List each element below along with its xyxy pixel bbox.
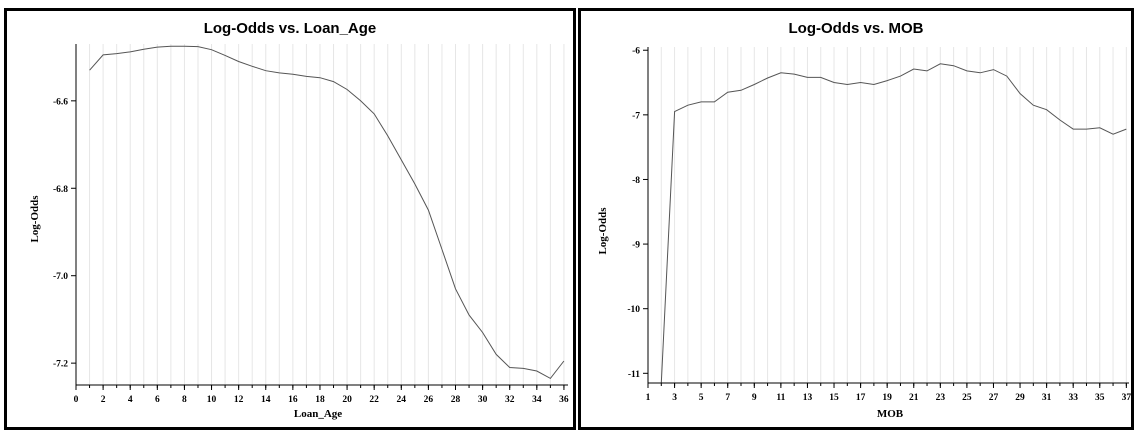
x-tick-label: 29 <box>1015 393 1025 403</box>
x-tick-label: 15 <box>829 393 839 403</box>
x-tick-label: 30 <box>478 395 488 405</box>
chart-mob: Log-Odds vs. MOB 1 3 5 7 9 11 13 15 17 19 21 23 25 27… <box>597 20 1132 420</box>
x-tick-label: 23 <box>936 393 946 403</box>
x-tick-label: 36 <box>559 395 569 405</box>
x-tick-label: 16 <box>288 395 298 405</box>
x-tick-label: 0 <box>74 395 79 405</box>
x-tick-label: 26 <box>424 395 434 405</box>
x-tick-label: 20 <box>342 395 352 405</box>
chart-panel-loan-age: Log-Odds vs. Loan_Age 0 2 4 6 8 10 12 14 16 18 20 2… <box>4 8 576 430</box>
x-tick-label: 14 <box>261 395 271 405</box>
x-tick-label: 12 <box>234 395 244 405</box>
x-axis-label: Loan_Age <box>294 408 342 420</box>
x-tick-label: 33 <box>1068 393 1078 403</box>
x-tick-label: 4 <box>128 395 133 405</box>
x-tick-label: 25 <box>962 393 972 403</box>
series-line <box>660 63 1127 384</box>
x-tick-label: 31 <box>1042 393 1052 403</box>
chart-title: Log-Odds vs. MOB <box>789 20 924 37</box>
y-tick-label: -9 <box>632 241 640 251</box>
x-tick-label: 18 <box>315 395 325 405</box>
chart-title: Log-Odds vs. Loan_Age <box>204 20 377 37</box>
x-tick-label: 35 <box>1095 393 1105 403</box>
x-tick-label: 7 <box>725 393 730 403</box>
x-tick-label: 9 <box>752 393 757 403</box>
x-tick-label: 5 <box>699 393 704 403</box>
y-tick-label: -6.8 <box>53 185 68 195</box>
x-tick-label: 24 <box>397 395 407 405</box>
x-tick-label: 19 <box>882 393 892 403</box>
x-tick-label: 2 <box>101 395 106 405</box>
x-axis-label: MOB <box>877 408 904 420</box>
x-tick-label: 1 <box>646 393 651 403</box>
x-tick-label: 34 <box>532 395 542 405</box>
x-tick-label: 28 <box>451 395 461 405</box>
y-tick-label: -8 <box>632 176 640 186</box>
y-tick-label: -10 <box>627 305 640 315</box>
x-tick-label: 8 <box>182 395 187 405</box>
x-tick-label: 17 <box>856 393 866 403</box>
x-tick-label: 3 <box>672 393 677 403</box>
x-tick-label: 10 <box>207 395 217 405</box>
x-tick-label: 11 <box>776 393 785 403</box>
x-tick-label: 6 <box>155 395 160 405</box>
x-tick-label: 27 <box>989 393 999 403</box>
y-tick-label: -7.0 <box>53 272 68 282</box>
x-tick-label: 32 <box>505 395 515 405</box>
chart-loan-age: Log-Odds vs. Loan_Age 0 2 4 6 8 10 12 14 16 18 20 2… <box>29 20 569 420</box>
y-tick-label: -11 <box>628 370 640 380</box>
x-tick-label: 21 <box>909 393 919 403</box>
chart-panel-mob: Log-Odds vs. MOB 1 3 5 7 9 11 13 15 17 19 21 23 25 27… <box>578 8 1134 430</box>
x-tick-label: 37 <box>1122 393 1132 403</box>
y-axis-label: Log-Odds <box>29 195 41 243</box>
series-line <box>89 45 565 380</box>
y-tick-label: -7.2 <box>53 360 68 370</box>
y-tick-label: -6 <box>632 47 640 57</box>
x-tick-label: 13 <box>803 393 813 403</box>
x-tick-label: 22 <box>369 395 379 405</box>
y-tick-label: -6.6 <box>53 97 68 107</box>
y-axis-label: Log-Odds <box>597 207 609 255</box>
y-tick-label: -7 <box>632 111 640 121</box>
